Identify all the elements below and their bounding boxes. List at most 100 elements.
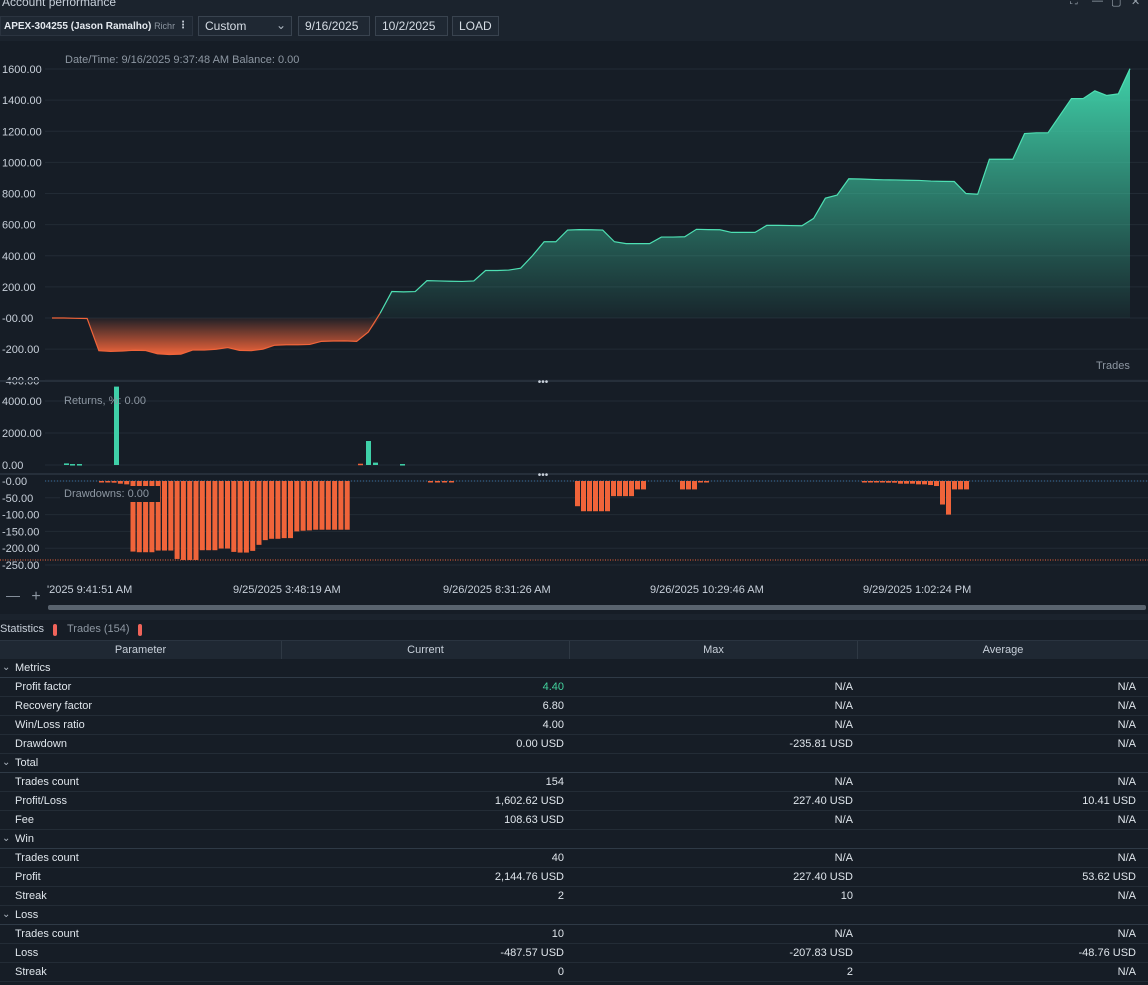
col-parameter[interactable]: Parameter	[0, 641, 282, 659]
period-select[interactable]: Custom ⌄	[198, 16, 292, 36]
account-name: APEX-304255 (Jason Ramalho)	[4, 21, 152, 32]
current-value: 0.00 USD	[516, 738, 564, 750]
col-current[interactable]: Current	[282, 641, 570, 659]
table-row[interactable]: Fee 108.63 USD N/A N/A	[0, 811, 1148, 830]
drawdown-bar	[187, 481, 193, 560]
param-name: Streak	[15, 890, 47, 902]
fullscreen-icon[interactable]: ⛶	[1070, 0, 1078, 7]
chevron-down-icon[interactable]: ⌄	[2, 662, 11, 673]
drawdown-bar	[880, 481, 885, 483]
table-row[interactable]: Streak 0 2 N/A	[0, 963, 1148, 982]
tab-trades-marker	[138, 624, 142, 636]
drawdowns-y-tick: -100.00	[2, 510, 39, 522]
splitter-1[interactable]	[0, 380, 1148, 382]
from-date-input[interactable]: 9/16/2025	[298, 16, 370, 36]
current-value: 6.80	[542, 700, 564, 712]
panel-divider	[0, 614, 1148, 620]
max-value: 227.40 USD	[793, 871, 853, 883]
table-row[interactable]: Drawdown 0.00 USD -235.81 USD N/A	[0, 735, 1148, 754]
drawdown-bar	[143, 481, 149, 553]
zoom-out-icon[interactable]: —	[6, 587, 20, 603]
drawdown-bar	[162, 481, 167, 551]
average-value: N/A	[1117, 852, 1136, 864]
table-row[interactable]: Recovery factor 6.80 N/A N/A	[0, 697, 1148, 716]
chevron-down-icon[interactable]: ⌄	[2, 909, 11, 920]
chevron-down-icon[interactable]: ⌄	[2, 757, 11, 768]
drawdown-bar	[174, 481, 180, 559]
group-row[interactable]: ⌄ Metrics	[0, 659, 1148, 678]
table-row[interactable]: Profit/Loss 1,602.62 USD 227.40 USD 10.41 U…	[0, 792, 1148, 811]
tab-trades[interactable]: Trades (154)	[67, 623, 130, 635]
horizontal-scrollbar[interactable]	[48, 605, 1146, 610]
charts-svg[interactable]: 1600.00 1400.00 1200.00 1000.00 800.00 600.00…	[0, 41, 1148, 613]
average-value: 53.62 USD	[1082, 871, 1136, 883]
drawdown-bar	[344, 481, 350, 530]
col-average[interactable]: Average	[982, 644, 1024, 656]
group-row[interactable]: ⌄ Total	[0, 754, 1148, 773]
returns-bar	[366, 441, 371, 465]
splitter-handle-icon[interactable]: •••	[538, 470, 549, 481]
table-row[interactable]: Loss -487.57 USD -207.83 USD -48.76 USD	[0, 944, 1148, 963]
current-value: 4.00	[542, 719, 564, 731]
account-selector[interactable]: APEX-304255 (Jason Ramalho) Richr ⋮	[0, 16, 193, 36]
table-row[interactable]: Trades count 10 N/A N/A	[0, 925, 1148, 944]
x-axis: '2025 9:41:51 AM 9/25/2025 3:48:19 AM 9/26…	[47, 584, 971, 596]
group-row[interactable]: ⌄ Loss	[0, 906, 1148, 925]
current-value: 40	[551, 852, 564, 864]
x-tick-label: 9/25/2025 3:48:19 AM	[233, 584, 341, 596]
returns-bar	[373, 462, 378, 465]
group-row[interactable]: ⌄ Win	[0, 830, 1148, 849]
current-value: 10	[551, 928, 564, 940]
drawdown-bar	[250, 481, 256, 551]
to-date-input[interactable]: 10/2/2025	[375, 16, 448, 36]
returns-y-tick: 4000.00	[2, 396, 42, 408]
group-name: Win	[15, 833, 34, 845]
average-value: 10.41 USD	[1082, 795, 1136, 807]
maximize-icon[interactable]: ▢	[1111, 0, 1122, 8]
balance-y-tick: 600.00	[2, 220, 36, 232]
col-max[interactable]: Max	[570, 641, 858, 659]
current-value: -487.57 USD	[500, 947, 564, 959]
tab-statistics-marker	[53, 624, 57, 636]
table-row[interactable]: Win/Loss ratio 4.00 N/A N/A	[0, 716, 1148, 735]
param-name: Fee	[15, 814, 34, 826]
zoom-in-icon[interactable]: +	[31, 588, 40, 605]
balance-y-tick: 200.00	[2, 282, 36, 294]
splitter-handle-icon[interactable]: •••	[538, 377, 549, 388]
table-row[interactable]: Streak 2 10 N/A	[0, 887, 1148, 906]
load-button[interactable]: LOAD	[452, 16, 499, 36]
drawdown-bar	[325, 481, 331, 530]
param-name: Profit/Loss	[15, 795, 67, 807]
tab-statistics[interactable]: Statistics	[0, 623, 45, 635]
max-value: N/A	[834, 700, 853, 712]
drawdown-bar	[593, 481, 598, 512]
drawdown-bar	[149, 481, 155, 553]
drawdown-bar	[313, 481, 319, 530]
drawdown-bar	[218, 481, 224, 549]
drawdown-bar	[964, 481, 969, 490]
drawdown-bar	[934, 481, 939, 487]
minimize-icon[interactable]: —	[1092, 0, 1103, 7]
current-value: 1,602.62 USD	[494, 795, 564, 807]
max-value: N/A	[834, 852, 853, 864]
table-row[interactable]: Profit factor 4.40 N/A N/A	[0, 678, 1148, 697]
drawdown-bar	[111, 481, 117, 483]
returns-bar	[64, 463, 69, 465]
drawdown-bar	[692, 481, 697, 490]
chevron-down-icon[interactable]: ⌄	[2, 833, 11, 844]
account-menu-icon[interactable]: ⋮	[178, 20, 188, 31]
performance-charts[interactable]: 1600.00 1400.00 1200.00 1000.00 800.00 600.00…	[0, 41, 1148, 613]
close-icon[interactable]: ✕	[1131, 0, 1141, 8]
table-row[interactable]: Trades count 154 N/A N/A	[0, 773, 1148, 792]
drawdown-bar	[332, 481, 338, 530]
table-row[interactable]: Trades count 40 N/A N/A	[0, 849, 1148, 868]
drawdown-bar	[319, 481, 325, 530]
drawdown-bar	[338, 481, 344, 530]
returns-bar	[400, 464, 405, 466]
drawdown-bar	[874, 481, 879, 483]
splitter-2[interactable]	[0, 473, 1148, 475]
table-row[interactable]: Profit 2,144.76 USD 227.40 USD 53.62 USD	[0, 868, 1148, 887]
drawdown-bar	[922, 481, 927, 485]
balance-y-axis: 1600.00 1400.00 1200.00 1000.00 800.00 600.00…	[2, 64, 42, 387]
drawdown-bar	[898, 481, 903, 484]
